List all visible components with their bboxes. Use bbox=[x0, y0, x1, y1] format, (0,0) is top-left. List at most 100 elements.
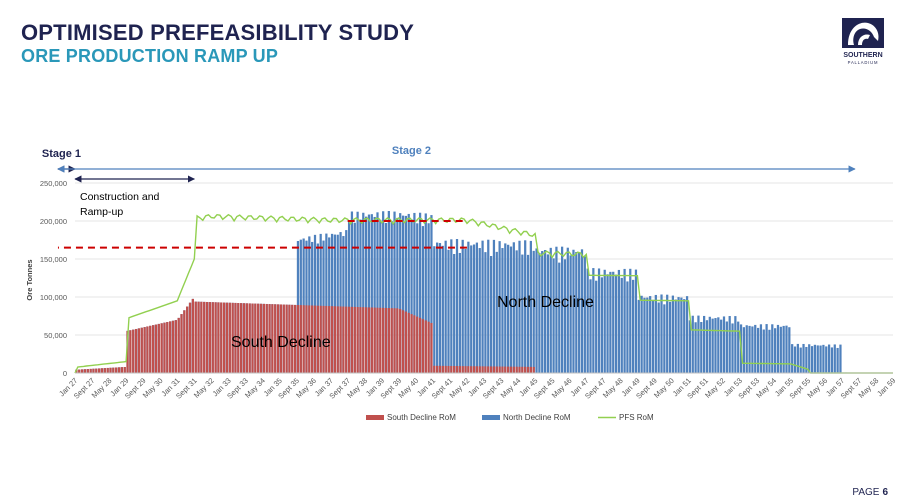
bar-north bbox=[703, 315, 706, 373]
page-label: PAGE bbox=[852, 487, 880, 498]
construction-label: Construction and bbox=[80, 191, 160, 203]
bar-north bbox=[472, 244, 476, 373]
y-axis-title: Ore Tonnes bbox=[25, 259, 34, 300]
bar-south bbox=[237, 303, 240, 373]
bar-north bbox=[504, 243, 507, 373]
bar-north bbox=[478, 248, 481, 373]
bar-north bbox=[819, 345, 822, 373]
bar-north bbox=[421, 226, 425, 373]
bar-north bbox=[342, 236, 345, 373]
bar-north bbox=[347, 221, 351, 373]
bar-north bbox=[575, 251, 578, 373]
bar-south bbox=[436, 365, 439, 373]
bar-north bbox=[450, 239, 453, 373]
bar-north bbox=[365, 216, 368, 373]
bar-south bbox=[109, 367, 112, 373]
bar-south bbox=[313, 305, 317, 373]
bar-south bbox=[197, 301, 200, 373]
bar-south bbox=[302, 305, 305, 373]
bar-north bbox=[649, 296, 652, 373]
bar-south bbox=[339, 306, 342, 373]
bar-north bbox=[782, 325, 785, 373]
bar-south bbox=[529, 366, 532, 373]
bar-north bbox=[560, 246, 564, 373]
bar-north bbox=[543, 249, 547, 373]
bar-south bbox=[359, 307, 362, 373]
bar-north bbox=[521, 254, 524, 373]
bar-north bbox=[353, 222, 356, 373]
bar-south bbox=[413, 315, 416, 373]
bar-north bbox=[788, 327, 791, 373]
bar-south bbox=[251, 303, 254, 373]
bar-north bbox=[634, 269, 638, 373]
bar-south bbox=[350, 306, 354, 373]
bar-north bbox=[339, 232, 342, 373]
bar-south bbox=[393, 308, 396, 373]
bar-north bbox=[751, 326, 754, 373]
bar-south bbox=[188, 302, 192, 373]
bar-north bbox=[737, 321, 740, 373]
bar-north bbox=[433, 246, 436, 373]
bar-south bbox=[103, 368, 106, 373]
bar-north bbox=[796, 343, 799, 373]
bar-north bbox=[651, 299, 655, 373]
bar-south bbox=[80, 369, 84, 373]
bar-south bbox=[365, 307, 368, 373]
bar-north bbox=[631, 279, 635, 373]
bar-south bbox=[225, 302, 229, 373]
bar-north bbox=[373, 216, 376, 373]
bar-north bbox=[629, 268, 632, 373]
bar-south bbox=[78, 369, 81, 373]
bar-south bbox=[387, 308, 390, 373]
bar-south bbox=[507, 366, 510, 373]
bar-north bbox=[660, 294, 663, 373]
bar-north bbox=[362, 212, 365, 373]
bar-south bbox=[421, 319, 425, 373]
bar-south bbox=[458, 366, 461, 373]
bar-north bbox=[668, 301, 672, 373]
bar-south bbox=[370, 307, 373, 373]
bar-south bbox=[367, 307, 371, 373]
bar-south bbox=[100, 368, 104, 373]
bar-north bbox=[501, 248, 504, 373]
bar-north bbox=[759, 324, 763, 373]
bar-north bbox=[410, 219, 413, 373]
bar-north bbox=[614, 274, 618, 373]
bar-north bbox=[623, 268, 626, 373]
bar-north bbox=[833, 344, 836, 373]
southern-palladium-logo: SOUTHERN PALLADIUM bbox=[838, 17, 888, 67]
y-tick-label: 50,000 bbox=[44, 331, 67, 340]
bar-south bbox=[532, 366, 535, 373]
bar-south bbox=[444, 365, 447, 373]
bar-north bbox=[774, 328, 777, 373]
bar-south bbox=[296, 305, 300, 373]
bar-south bbox=[137, 328, 141, 373]
bar-south bbox=[470, 366, 473, 373]
bar-south bbox=[166, 322, 169, 373]
bar-south bbox=[424, 320, 427, 373]
bar-south bbox=[498, 366, 501, 373]
bar-north bbox=[680, 297, 683, 373]
bar-north bbox=[566, 247, 569, 373]
bar-north bbox=[336, 234, 339, 373]
y-tick-label: 100,000 bbox=[40, 293, 67, 302]
bar-north bbox=[330, 233, 334, 373]
bar-north bbox=[836, 347, 839, 373]
bar-south bbox=[401, 310, 405, 373]
bar-south bbox=[106, 367, 109, 373]
bar-south bbox=[245, 303, 248, 373]
bar-south bbox=[379, 307, 382, 373]
bar-south bbox=[521, 366, 524, 373]
bar-north bbox=[492, 239, 496, 373]
bar-north bbox=[762, 329, 765, 373]
legend-swatch bbox=[366, 415, 384, 420]
bar-south bbox=[441, 365, 444, 373]
bar-north bbox=[549, 247, 552, 373]
bar-north bbox=[626, 281, 629, 373]
bar-north bbox=[535, 248, 538, 373]
bar-north bbox=[404, 215, 408, 373]
bar-north bbox=[720, 319, 723, 373]
bar-south bbox=[242, 303, 246, 373]
bar-north bbox=[717, 317, 720, 373]
bar-south bbox=[282, 304, 285, 373]
